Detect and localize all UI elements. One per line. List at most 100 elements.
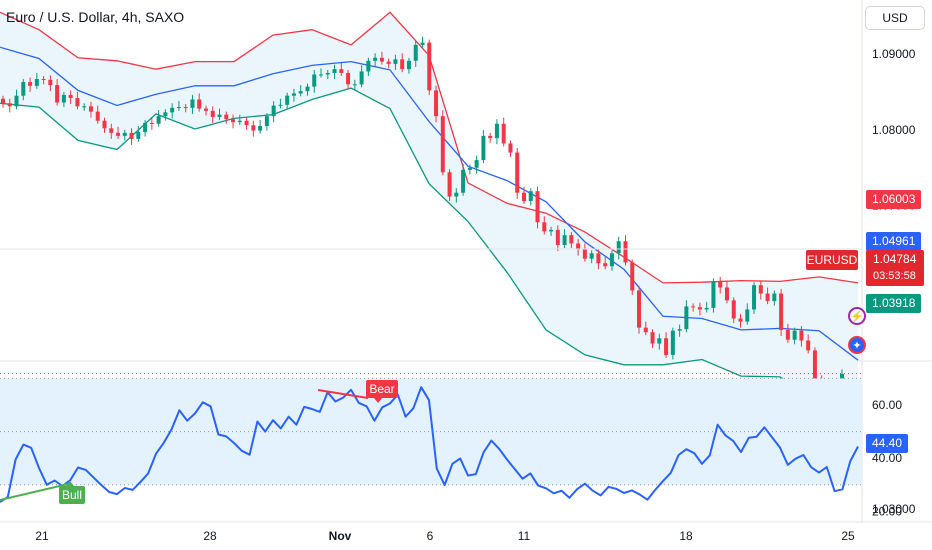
candle xyxy=(41,79,46,81)
candle xyxy=(616,241,621,254)
candle xyxy=(745,309,750,322)
rsi-value-tag: 44.40 xyxy=(866,434,909,453)
candle xyxy=(643,327,648,333)
lightning-icon[interactable]: ⚡ xyxy=(848,307,866,325)
rsi-axis-label: 60.00 xyxy=(872,398,902,412)
rsi-axis-label: 40.00 xyxy=(872,451,902,465)
candle xyxy=(691,306,696,308)
candle xyxy=(143,122,148,133)
price-axis-label: 1.09000 xyxy=(872,47,916,61)
candle xyxy=(603,263,608,267)
candle xyxy=(163,112,168,117)
candle xyxy=(535,191,540,223)
candle xyxy=(799,330,804,341)
currency-button[interactable]: USD xyxy=(865,6,925,30)
candle xyxy=(298,91,303,94)
time-axis-label: 18 xyxy=(679,529,693,543)
time-axis-label: 21 xyxy=(35,529,49,543)
bear-label-pointer xyxy=(374,398,382,403)
candle xyxy=(454,192,459,197)
candle xyxy=(217,114,222,117)
candle xyxy=(82,106,87,108)
candle xyxy=(474,160,479,168)
candle xyxy=(1,98,5,104)
candle xyxy=(650,332,655,344)
candle xyxy=(271,105,276,117)
candle xyxy=(569,235,574,244)
candle xyxy=(136,132,141,139)
candle xyxy=(434,90,439,117)
candle xyxy=(609,253,614,267)
bear-label-box xyxy=(366,380,398,398)
candle xyxy=(521,192,526,202)
candle xyxy=(440,116,445,173)
bear-label: Bear xyxy=(369,382,394,396)
bear-divergence-line xyxy=(317,389,369,399)
rsi-band-fill xyxy=(0,378,862,485)
candle xyxy=(467,167,472,170)
upper-band-price-tag: 1.06003 xyxy=(866,190,922,209)
lower-band-line xyxy=(0,87,859,440)
candle xyxy=(772,293,777,302)
bull-label: Bull xyxy=(62,488,82,502)
candle xyxy=(231,119,236,123)
candle xyxy=(291,93,296,96)
candle xyxy=(406,60,411,70)
candle xyxy=(596,253,601,264)
price-axis-label: 1.08000 xyxy=(872,123,916,137)
candle xyxy=(122,132,127,136)
candle xyxy=(589,253,594,259)
time-axis-label: Nov xyxy=(329,529,352,543)
candle xyxy=(251,125,256,131)
candle xyxy=(95,111,100,121)
candle xyxy=(285,95,290,105)
candle xyxy=(264,116,269,127)
candle xyxy=(630,262,635,291)
candle xyxy=(765,293,770,302)
candle xyxy=(427,42,432,91)
candle xyxy=(812,350,817,380)
candle xyxy=(244,120,249,126)
candle xyxy=(488,135,493,139)
candle xyxy=(657,338,662,344)
candle xyxy=(738,318,743,322)
bull-divergence-line xyxy=(0,483,69,501)
flag-icon[interactable]: ✦ xyxy=(848,336,866,354)
candle xyxy=(494,123,499,139)
candle xyxy=(156,116,161,124)
candle xyxy=(176,107,181,109)
bull-label-box xyxy=(59,486,85,504)
lower-band-price-tag: 1.03918 xyxy=(866,294,922,313)
candle xyxy=(149,122,154,124)
candle xyxy=(339,69,344,73)
candle xyxy=(623,241,628,263)
candle xyxy=(724,287,729,301)
time-axis-label: 25 xyxy=(841,529,855,543)
candle xyxy=(170,107,175,113)
candle xyxy=(501,123,506,144)
candle xyxy=(562,235,567,246)
candle xyxy=(352,84,357,86)
candle xyxy=(109,128,114,133)
candle xyxy=(359,71,364,85)
candle xyxy=(366,60,371,72)
candle xyxy=(420,42,425,45)
candle xyxy=(582,249,587,259)
candle xyxy=(210,110,215,117)
last-price: 1.04784 xyxy=(873,252,917,266)
candle xyxy=(515,152,520,193)
candle xyxy=(21,82,26,96)
symbol-tag: EURUSD xyxy=(806,250,858,270)
candle xyxy=(637,290,642,328)
candle xyxy=(508,143,513,153)
candle xyxy=(332,69,337,73)
candle xyxy=(731,300,736,319)
candle xyxy=(305,86,310,92)
candle xyxy=(806,340,811,351)
candle xyxy=(325,72,330,75)
candle xyxy=(102,120,107,129)
candle xyxy=(68,94,73,98)
bollinger-fill xyxy=(0,12,858,440)
candle xyxy=(183,107,188,109)
